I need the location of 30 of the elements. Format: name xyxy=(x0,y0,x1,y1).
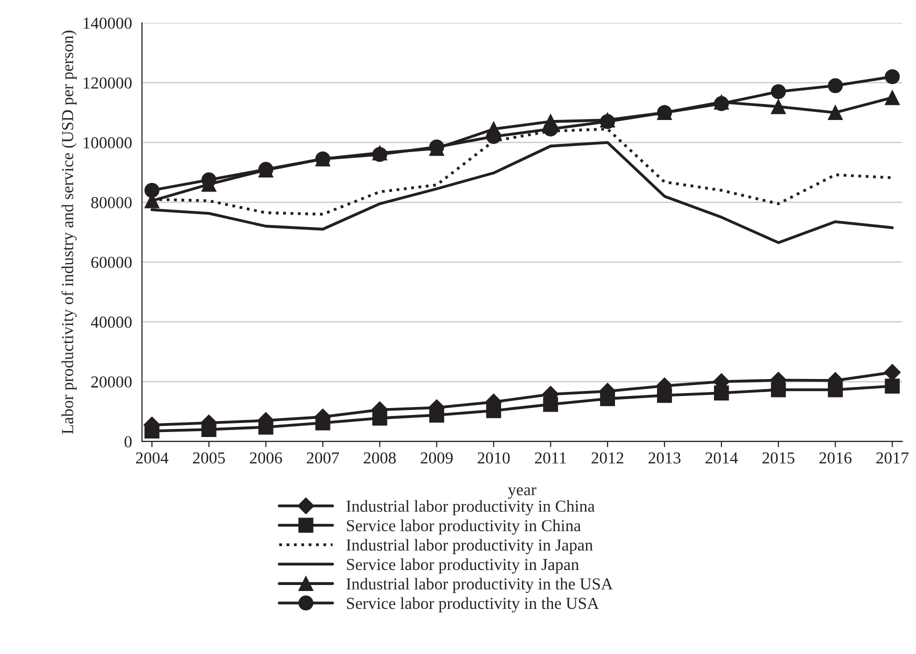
x-tick-label: 2010 xyxy=(478,452,510,464)
x-tick-label: 2015 xyxy=(762,452,794,464)
x-tick-label: 2004 xyxy=(136,452,168,464)
y-axis-title: Labor productivity of industry and service (USD per person) xyxy=(61,30,77,434)
y-tick-label: 140000 xyxy=(84,18,132,29)
x-tick-label: 2012 xyxy=(592,452,624,464)
x-tick-label: 2011 xyxy=(534,452,566,464)
x-tick-label: 2005 xyxy=(192,452,225,464)
y-tick-label: 80000 xyxy=(91,196,132,208)
x-tick-label: 2014 xyxy=(706,452,738,464)
y-tick-label: 40000 xyxy=(90,316,132,328)
legend-label: Industrial labor productivity in Japan xyxy=(346,538,593,554)
legend-label: Service labor productivity in the USA xyxy=(346,597,599,612)
y-tick-label: 20000 xyxy=(91,376,132,388)
legend-label: Industrial labor productivity in China xyxy=(346,500,595,516)
x-tick-label: 2006 xyxy=(250,452,282,464)
x-tick-label: 2013 xyxy=(648,452,681,464)
legend-label: Industrial labor productivity in the USA xyxy=(346,578,613,593)
y-tick-label: 0 xyxy=(124,436,132,448)
y-tick-label: 60000 xyxy=(91,256,132,268)
x-tick-label: 2009 xyxy=(420,452,453,464)
x-axis-title: year xyxy=(508,487,536,499)
x-tick-label: 2017 xyxy=(876,452,908,464)
y-tick-label: 120000 xyxy=(84,77,132,89)
legend-label: Service labor productivity in Japan xyxy=(346,558,579,574)
legend-label: Service labor productivity in China xyxy=(346,520,581,535)
y-tick-label: 100000 xyxy=(84,137,132,148)
x-tick-label: 2008 xyxy=(364,452,396,464)
x-tick-label: 2007 xyxy=(306,452,339,464)
x-tick-label: 2016 xyxy=(819,452,852,464)
